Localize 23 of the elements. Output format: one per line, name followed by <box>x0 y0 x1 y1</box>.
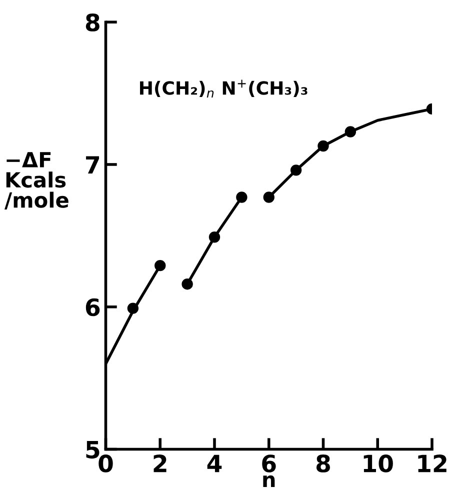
y-tick-label: 6 <box>86 298 100 316</box>
y-axis-title: −ΔF Kcals /mole <box>4 152 68 210</box>
x-tick-label: 12 <box>418 454 446 472</box>
x-tick-label: 4 <box>207 454 222 472</box>
point <box>318 140 329 152</box>
x-tick-label: 6 <box>262 454 276 472</box>
point <box>208 232 220 243</box>
point <box>236 192 248 203</box>
y-tick-label: 5 <box>86 441 100 459</box>
point <box>154 260 166 272</box>
point <box>290 164 302 176</box>
point <box>263 192 274 203</box>
y-tick-label: 7 <box>86 156 100 174</box>
x-tick-label: 0 <box>98 454 113 472</box>
x-tick-label: 2 <box>154 454 166 472</box>
y-tick-label: 8 <box>86 14 100 32</box>
point <box>127 302 139 314</box>
x-tick-label: 8 <box>316 454 330 472</box>
annotation: H(CH₂)$_{n}$ N$^{+}$(CH₃)₃ <box>140 80 308 98</box>
point <box>182 278 193 290</box>
point <box>344 126 356 138</box>
x-tick-label: 10 <box>364 454 393 472</box>
x-axis-title: n <box>263 475 275 488</box>
